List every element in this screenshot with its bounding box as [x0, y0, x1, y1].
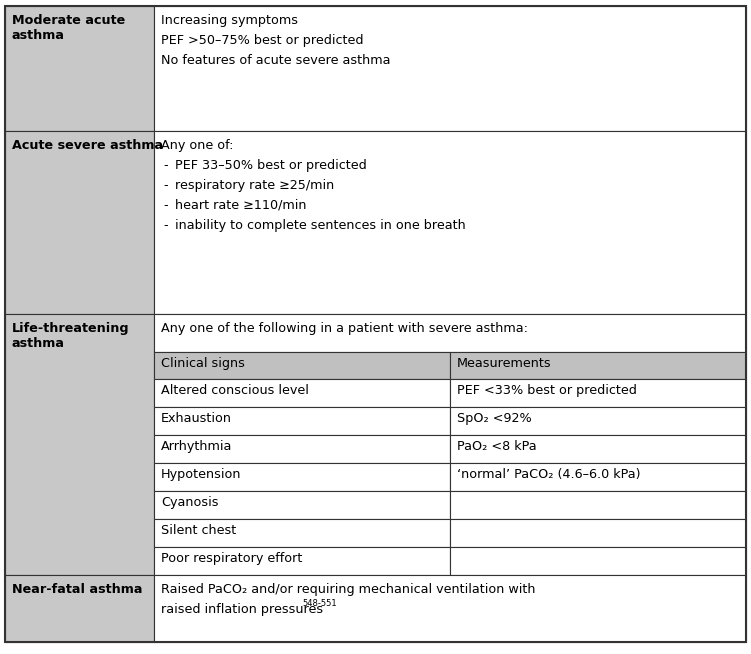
Bar: [5, 6, 154, 131]
Bar: [154, 352, 450, 379]
Bar: [154, 407, 450, 435]
Bar: [450, 463, 746, 491]
Text: Arrhythmia: Arrhythmia: [161, 440, 232, 453]
Text: Life-threatening
asthma: Life-threatening asthma: [12, 322, 130, 350]
Text: Near-fatal asthma: Near-fatal asthma: [12, 583, 143, 596]
Bar: [5, 131, 154, 314]
Bar: [154, 435, 450, 463]
Bar: [450, 352, 746, 379]
Bar: [450, 491, 746, 519]
Text: Measurements: Measurements: [457, 357, 552, 370]
Bar: [154, 314, 746, 352]
Bar: [154, 6, 746, 131]
Text: PEF <33% best or predicted: PEF <33% best or predicted: [457, 384, 637, 397]
Bar: [450, 547, 746, 575]
Text: SpO₂ <92%: SpO₂ <92%: [457, 412, 532, 425]
Bar: [450, 379, 746, 407]
Bar: [450, 435, 746, 463]
Text: PaO₂ <8 kPa: PaO₂ <8 kPa: [457, 440, 537, 453]
Text: 548-551: 548-551: [303, 599, 337, 608]
Text: Hypotension: Hypotension: [161, 468, 242, 481]
Text: respiratory rate ≥25/min: respiratory rate ≥25/min: [175, 179, 334, 192]
Text: -: -: [163, 159, 167, 172]
Bar: [154, 547, 450, 575]
Text: Acute severe asthma: Acute severe asthma: [12, 139, 163, 152]
Text: heart rate ≥110/min: heart rate ≥110/min: [175, 199, 306, 212]
Bar: [154, 575, 746, 642]
Text: Moderate acute
asthma: Moderate acute asthma: [12, 14, 125, 42]
Text: No features of acute severe asthma: No features of acute severe asthma: [161, 54, 391, 67]
Text: Silent chest: Silent chest: [161, 524, 237, 537]
Bar: [5, 314, 154, 575]
Text: -: -: [163, 179, 167, 192]
Text: Any one of the following in a patient with severe asthma:: Any one of the following in a patient wi…: [161, 322, 528, 335]
Text: Increasing symptoms: Increasing symptoms: [161, 14, 298, 27]
Bar: [154, 379, 450, 407]
Bar: [154, 463, 450, 491]
Text: Altered conscious level: Altered conscious level: [161, 384, 309, 397]
Text: Clinical signs: Clinical signs: [161, 357, 245, 370]
Text: inability to complete sentences in one breath: inability to complete sentences in one b…: [175, 219, 466, 232]
Text: ‘normal’ PaCO₂ (4.6–6.0 kPa): ‘normal’ PaCO₂ (4.6–6.0 kPa): [457, 468, 641, 481]
Bar: [450, 407, 746, 435]
Text: Poor respiratory effort: Poor respiratory effort: [161, 552, 303, 565]
Text: Cyanosis: Cyanosis: [161, 496, 219, 509]
Text: Any one of:: Any one of:: [161, 139, 234, 152]
Text: PEF >50–75% best or predicted: PEF >50–75% best or predicted: [161, 34, 363, 47]
Bar: [450, 519, 746, 547]
Text: raised inflation pressures: raised inflation pressures: [161, 603, 323, 616]
Text: PEF 33–50% best or predicted: PEF 33–50% best or predicted: [175, 159, 366, 172]
Text: -: -: [163, 199, 167, 212]
Text: -: -: [163, 219, 167, 232]
Bar: [154, 519, 450, 547]
Bar: [154, 491, 450, 519]
Text: Raised PaCO₂ and/or requiring mechanical ventilation with: Raised PaCO₂ and/or requiring mechanical…: [161, 583, 535, 596]
Bar: [5, 575, 154, 642]
Text: Exhaustion: Exhaustion: [161, 412, 232, 425]
Bar: [154, 131, 746, 314]
